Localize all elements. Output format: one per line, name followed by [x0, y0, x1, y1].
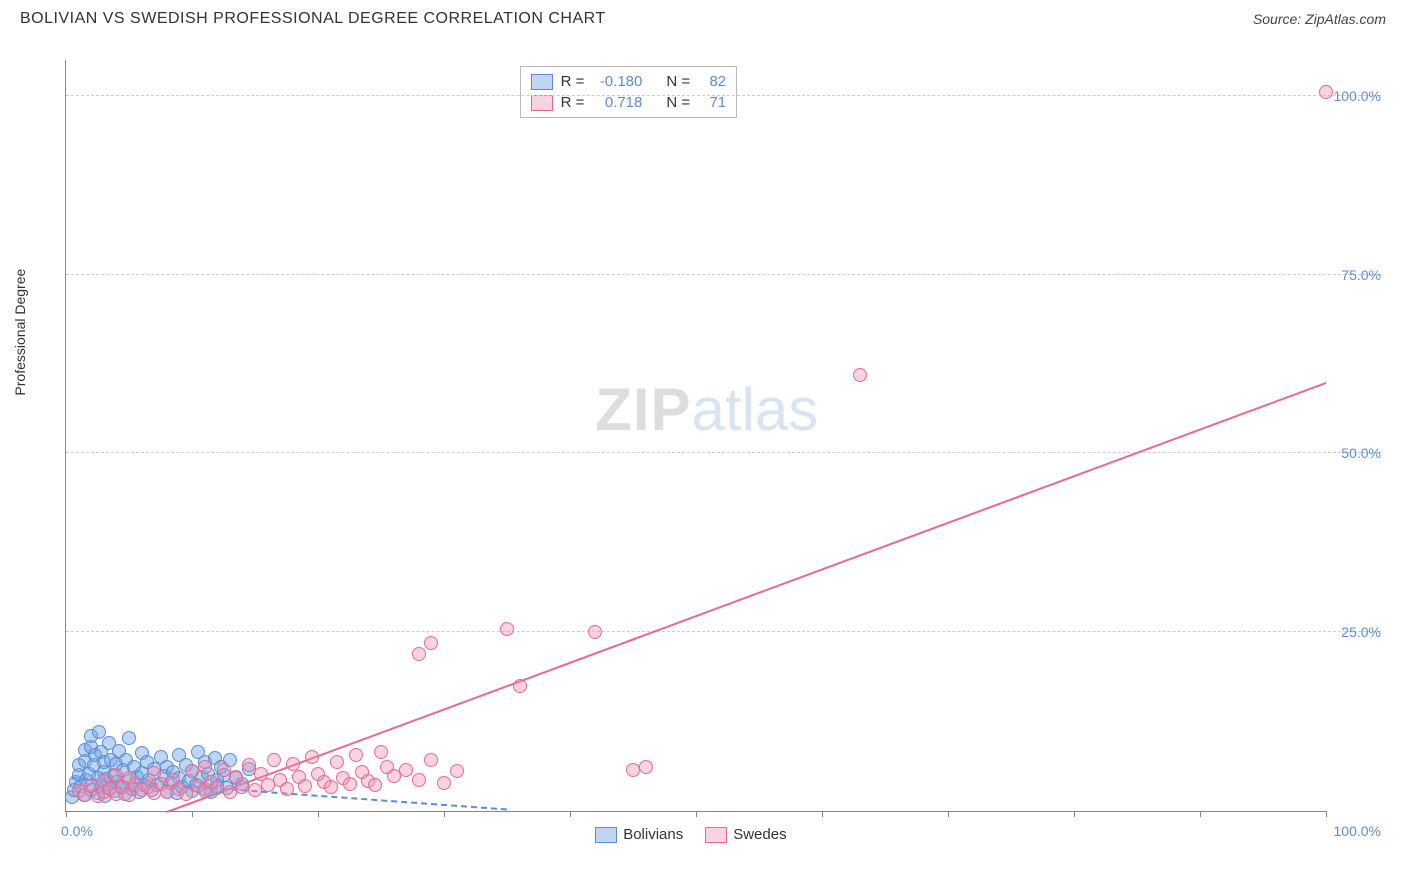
data-point — [853, 368, 867, 382]
legend-swatch-swedes — [705, 827, 727, 843]
trend-line — [166, 382, 1326, 813]
r-value-bolivians: -0.180 — [592, 73, 642, 90]
data-point — [305, 750, 319, 764]
data-point — [349, 748, 363, 762]
data-point — [280, 782, 294, 796]
stats-box: R = -0.180 N = 82 R = 0.718 N = 71 — [520, 66, 738, 118]
y-tick-label: 50.0% — [1341, 445, 1381, 461]
x-tick — [444, 811, 445, 817]
watermark: ZIPatlas — [595, 375, 818, 444]
chart-header: BOLIVIAN VS SWEDISH PROFESSIONAL DEGREE … — [0, 0, 1406, 33]
x-tick — [1074, 811, 1075, 817]
watermark-atlas: atlas — [692, 376, 819, 443]
gridline-h — [66, 452, 1381, 453]
n-label: N = — [666, 73, 690, 90]
data-point — [343, 777, 357, 791]
x-tick — [1326, 811, 1327, 817]
x-tick — [570, 811, 571, 817]
chart-title: BOLIVIAN VS SWEDISH PROFESSIONAL DEGREE … — [20, 10, 606, 28]
data-point — [179, 787, 193, 801]
legend-bottom: Bolivians Swedes — [595, 826, 786, 843]
data-point — [424, 636, 438, 650]
watermark-zip: ZIP — [595, 376, 691, 443]
r-label: R = — [561, 73, 585, 90]
y-tick-label: 100.0% — [1334, 88, 1381, 104]
legend-swatch-bolivians — [595, 827, 617, 843]
x-tick — [1200, 811, 1201, 817]
chart-source: Source: ZipAtlas.com — [1253, 11, 1386, 27]
data-point — [242, 758, 256, 772]
swatch-swedes — [531, 95, 553, 111]
y-tick-label: 25.0% — [1341, 624, 1381, 640]
data-point — [639, 760, 653, 774]
y-axis-label: Professional Degree — [12, 269, 28, 396]
x-tick — [66, 811, 67, 817]
gridline-h — [66, 95, 1381, 96]
x-tick — [696, 811, 697, 817]
n-label-2: N = — [666, 94, 690, 111]
x-axis-label-left: 0.0% — [61, 823, 93, 839]
data-point — [399, 763, 413, 777]
data-point — [198, 760, 212, 774]
data-point — [500, 622, 514, 636]
legend-item-bolivians: Bolivians — [595, 826, 683, 843]
data-point — [424, 753, 438, 767]
r-value-swedes: 0.718 — [592, 94, 642, 111]
x-tick — [948, 811, 949, 817]
gridline-h — [66, 631, 1381, 632]
data-point — [374, 745, 388, 759]
n-value-swedes: 71 — [698, 94, 726, 111]
data-point — [1319, 85, 1333, 99]
data-point — [437, 776, 451, 790]
n-value-bolivians: 82 — [698, 73, 726, 90]
legend-item-swedes: Swedes — [705, 826, 786, 843]
stats-row-bolivians: R = -0.180 N = 82 — [531, 71, 727, 92]
data-point — [412, 773, 426, 787]
data-point — [324, 780, 338, 794]
chart-container: Professional Degree ZIPatlas R = -0.180 … — [50, 50, 1386, 852]
data-point — [588, 625, 602, 639]
data-point — [412, 647, 426, 661]
x-tick — [318, 811, 319, 817]
plot-area: ZIPatlas R = -0.180 N = 82 R = 0.718 N =… — [65, 60, 1326, 812]
gridline-h — [66, 274, 1381, 275]
x-axis-label-right: 100.0% — [1334, 823, 1381, 839]
data-point — [450, 764, 464, 778]
y-tick-label: 75.0% — [1341, 267, 1381, 283]
data-point — [368, 778, 382, 792]
swatch-bolivians — [531, 74, 553, 90]
data-point — [330, 755, 344, 769]
data-point — [513, 679, 527, 693]
data-point — [267, 753, 281, 767]
data-point — [298, 779, 312, 793]
r-label-2: R = — [561, 94, 585, 111]
legend-label-bolivians: Bolivians — [623, 826, 683, 843]
legend-label-swedes: Swedes — [733, 826, 786, 843]
data-point — [122, 731, 136, 745]
x-tick — [822, 811, 823, 817]
x-tick — [192, 811, 193, 817]
